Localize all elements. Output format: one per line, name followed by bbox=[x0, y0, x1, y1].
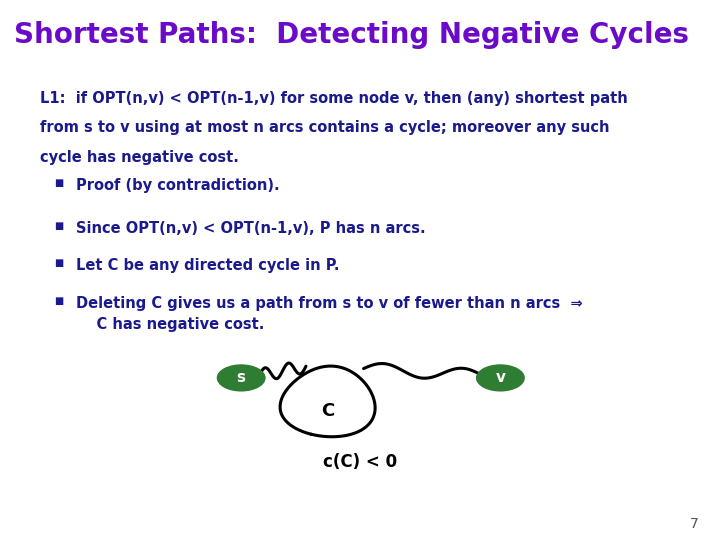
Text: from s to v using at most n arcs contains a cycle; moreover any such: from s to v using at most n arcs contain… bbox=[40, 120, 609, 136]
Text: ■: ■ bbox=[54, 220, 63, 231]
Text: s: s bbox=[237, 370, 246, 386]
Text: Shortest Paths:  Detecting Negative Cycles: Shortest Paths: Detecting Negative Cycle… bbox=[14, 21, 690, 49]
Text: Deleting C gives us a path from s to v of fewer than n arcs  ⇒
    C has negativ: Deleting C gives us a path from s to v o… bbox=[76, 296, 582, 332]
Text: L1:  if OPT(n,v) < OPT(n-1,v) for some node v, then (any) shortest path: L1: if OPT(n,v) < OPT(n-1,v) for some no… bbox=[40, 91, 627, 106]
Text: cycle has negative cost.: cycle has negative cost. bbox=[40, 150, 238, 165]
Text: ■: ■ bbox=[54, 178, 63, 188]
Text: c(C) < 0: c(C) < 0 bbox=[323, 454, 397, 471]
Ellipse shape bbox=[476, 364, 525, 391]
Text: 7: 7 bbox=[690, 517, 698, 531]
Text: C: C bbox=[321, 402, 334, 420]
Text: ■: ■ bbox=[54, 258, 63, 268]
Text: Let C be any directed cycle in P.: Let C be any directed cycle in P. bbox=[76, 258, 339, 273]
Text: v: v bbox=[495, 370, 505, 386]
Text: Proof (by contradiction).: Proof (by contradiction). bbox=[76, 178, 279, 193]
Text: Since OPT(n,v) < OPT(n-1,v), P has n arcs.: Since OPT(n,v) < OPT(n-1,v), P has n arc… bbox=[76, 220, 426, 235]
Ellipse shape bbox=[217, 364, 266, 391]
Text: ■: ■ bbox=[54, 296, 63, 306]
